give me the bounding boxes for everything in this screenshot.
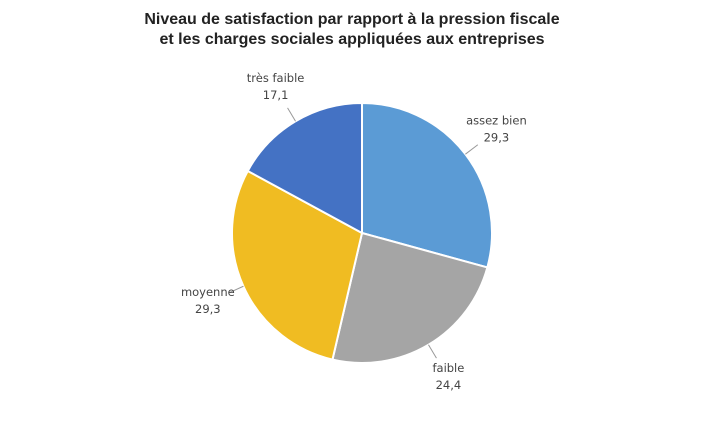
leader-line bbox=[287, 107, 296, 122]
chart-title: et les charges sociales appliquées aux e… bbox=[159, 31, 544, 48]
leader-line bbox=[465, 144, 479, 155]
leader-line bbox=[228, 285, 244, 294]
pie-slice bbox=[331, 231, 489, 364]
slice-label: faible bbox=[432, 361, 464, 375]
value-label: 17,1 bbox=[263, 88, 289, 102]
slice-label: moyenne bbox=[181, 285, 235, 299]
slice-label: très faible bbox=[247, 71, 305, 85]
slice-label: assez bien bbox=[466, 114, 527, 128]
pie-slice bbox=[246, 101, 363, 235]
value-label: 29,3 bbox=[484, 131, 510, 145]
value-label: 29,3 bbox=[195, 302, 221, 316]
leader-line bbox=[428, 344, 437, 359]
chart-title: Niveau de satisfaction par rapport à la … bbox=[144, 11, 559, 28]
value-label: 24,4 bbox=[436, 378, 462, 392]
